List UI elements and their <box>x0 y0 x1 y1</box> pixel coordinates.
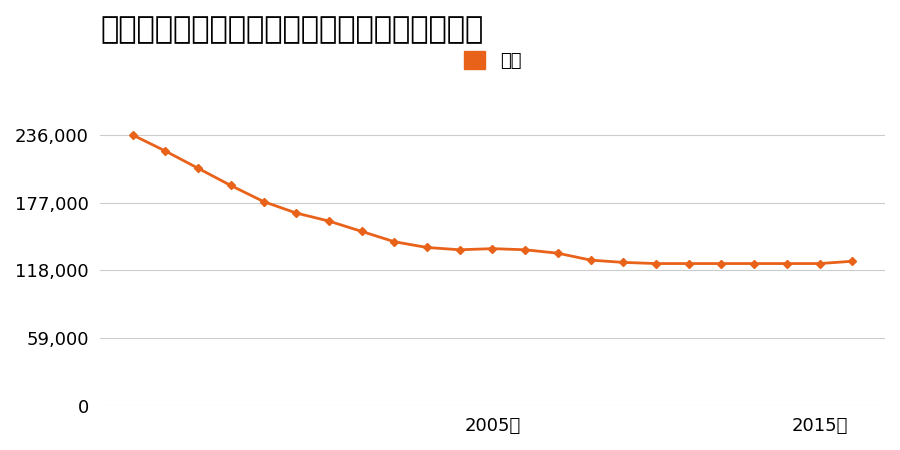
Legend: 価格: 価格 <box>464 51 521 70</box>
Text: 埼玉県狭山市新狭山２丁目３番２０の地価推移: 埼玉県狭山市新狭山２丁目３番２０の地価推移 <box>100 15 483 44</box>
